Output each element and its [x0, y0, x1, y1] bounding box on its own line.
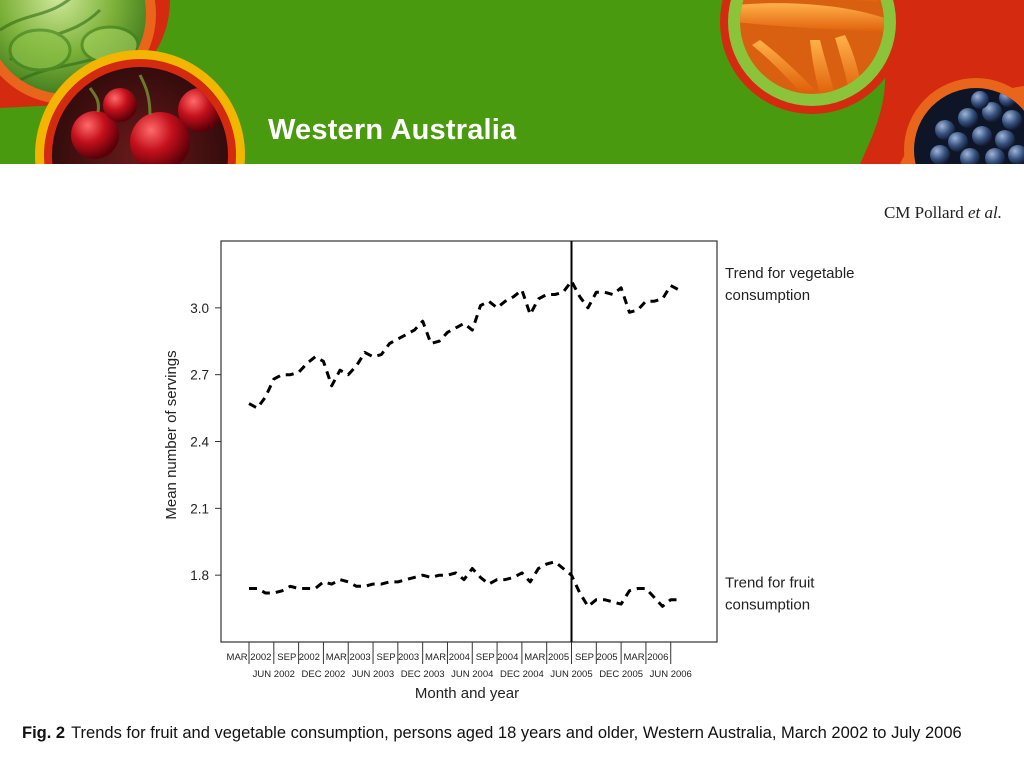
x-axis: MAR 2002 JUN 2002 SEP 2002 DEC 2002 MAR 2003…	[227, 642, 692, 680]
y-tick-label: 2.1	[190, 501, 209, 516]
y-tick-label: 2.4	[190, 435, 209, 450]
annotation-fruit-line1: Trend for fruit	[725, 575, 815, 592]
figure-caption: Fig. 2 Trends for fruit and vegetable con…	[22, 724, 962, 743]
author-name: CM Pollard	[883, 203, 964, 222]
cherries-photo	[35, 50, 245, 164]
y-axis: 1.8 2.1 2.4 2.7 3.0	[190, 301, 221, 583]
author-credit: CM Pollard et al.	[884, 203, 1002, 223]
annotation-vegetable-line2: consumption	[725, 287, 810, 304]
x-tick-label: SEP 2004	[476, 652, 519, 663]
x-tick-label: MAR 2005	[524, 652, 569, 663]
annotation-fruit-line2: consumption	[725, 597, 810, 614]
annotation-layer: Trend for vegetable consumption Trend for …	[725, 265, 855, 614]
blueberries-photo	[904, 78, 1024, 164]
x-tick-label: MAR 2003	[326, 652, 371, 663]
x-tick-label: JUN 2003	[352, 669, 394, 680]
y-tick-label: 2.7	[190, 368, 209, 383]
author-suffix: et al.	[968, 203, 1002, 222]
x-tick-label: MAR 2006	[623, 652, 668, 663]
x-tick-label: JUN 2005	[550, 669, 592, 680]
annotation-vegetable-line1: Trend for vegetable	[725, 265, 855, 282]
x-tick-label: DEC 2003	[401, 669, 445, 680]
y-tick-label: 1.8	[190, 568, 209, 583]
x-tick-label: SEP 2002	[277, 652, 320, 663]
caption-text: Trends for fruit and vegetable consumpti…	[71, 724, 962, 742]
slide-title: Western Australia	[268, 114, 517, 146]
x-tick-label: JUN 2002	[253, 669, 295, 680]
carrots-photo	[720, 0, 904, 114]
series-line-fruit	[249, 560, 679, 608]
x-tick-label: DEC 2005	[599, 669, 643, 680]
consumption-chart: 1.8 2.1 2.4 2.7 3.0 MAR 2002 JUN 2002 SEP 2002…	[163, 240, 855, 702]
x-axis-title: Month and year	[415, 685, 519, 702]
x-tick-label: MAR 2004	[425, 652, 470, 663]
series-layer	[248, 279, 680, 608]
x-tick-label: MAR 2002	[227, 652, 272, 663]
x-tick-label: JUN 2006	[650, 669, 692, 680]
y-axis-title: Mean number of servings	[163, 350, 180, 519]
x-tick-label: DEC 2002	[302, 669, 346, 680]
header-banner: Western Australia	[0, 0, 1024, 164]
x-tick-label: DEC 2004	[500, 669, 544, 680]
plot-frame	[220, 240, 718, 643]
caption-label: Fig. 2	[22, 724, 66, 742]
y-tick-label: 3.0	[190, 301, 209, 316]
series-line-vegetable	[248, 279, 680, 410]
x-tick-label: JUN 2004	[451, 669, 493, 680]
banner-artwork	[0, 0, 1024, 164]
x-tick-label: SEP 2005	[575, 652, 618, 663]
x-tick-label: SEP 2003	[377, 652, 420, 663]
